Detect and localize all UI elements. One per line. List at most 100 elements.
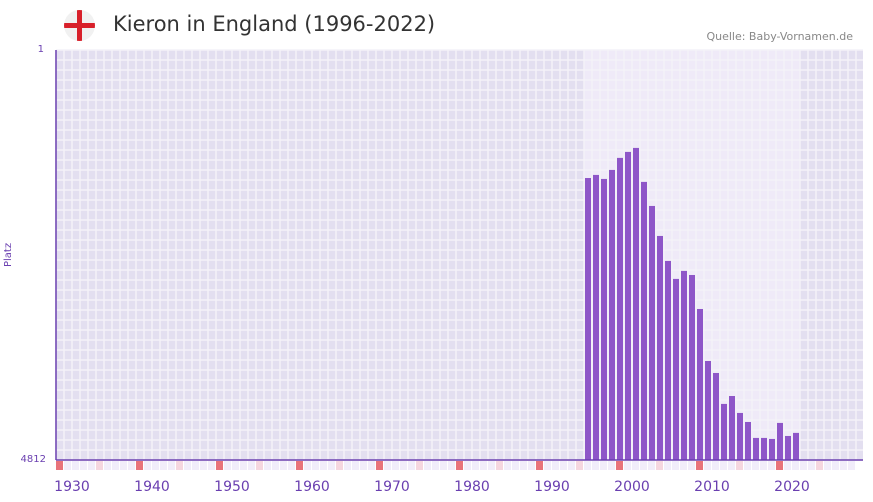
year-marker-1933 <box>80 461 87 470</box>
year-marker-2000 <box>616 461 623 470</box>
year-marker-2027 <box>832 461 839 470</box>
year-marker-1934 <box>88 461 95 470</box>
year-marker-1991 <box>544 461 551 470</box>
year-marker-1978 <box>440 461 447 470</box>
year-marker-2012 <box>712 461 719 470</box>
year-marker-1972 <box>392 461 399 470</box>
bar-2010 <box>697 308 703 460</box>
year-marker-1994 <box>568 461 575 470</box>
page-title: Kieron in England (1996-2022) <box>113 12 436 36</box>
x-tick-2000: 2000 <box>614 479 650 495</box>
x-tick-2020: 2020 <box>774 479 810 495</box>
year-marker-1949 <box>208 461 215 470</box>
bar-2006 <box>665 260 671 460</box>
year-marker-1997 <box>592 461 599 470</box>
year-marker-1937 <box>112 461 119 470</box>
year-marker-1962 <box>312 461 319 470</box>
bar-2022 <box>793 432 799 460</box>
source-credit: Quelle: Baby-Vornamen.de <box>706 30 853 43</box>
year-marker-2026 <box>824 461 831 470</box>
year-marker-1964 <box>328 461 335 470</box>
y-tick-bottom: 4812 <box>20 454 46 465</box>
year-marker-1953 <box>240 461 247 470</box>
year-marker-2010 <box>696 461 703 470</box>
year-marker-2013 <box>720 461 727 470</box>
bar-2003 <box>641 181 647 461</box>
year-marker-1976 <box>424 461 431 470</box>
year-marker-1980 <box>456 461 463 470</box>
bar-2019 <box>769 438 775 460</box>
year-marker-1956 <box>264 461 271 470</box>
bar-2005 <box>657 235 663 460</box>
year-marker-1955 <box>256 461 263 470</box>
year-marker-1992 <box>552 461 559 470</box>
year-marker-2004 <box>648 461 655 470</box>
year-marker-1969 <box>368 461 375 470</box>
year-marker-2005 <box>656 461 663 470</box>
year-marker-1946 <box>184 461 191 470</box>
year-marker-1987 <box>512 461 519 470</box>
year-marker-1954 <box>248 461 255 470</box>
bar-2016 <box>745 421 751 460</box>
bar-2017 <box>753 437 759 460</box>
year-marker-2007 <box>672 461 679 470</box>
x-tick-1970: 1970 <box>374 479 410 495</box>
year-marker-1935 <box>96 461 103 470</box>
bar-2007 <box>673 278 679 460</box>
year-marker-2016 <box>744 461 751 470</box>
year-marker-1984 <box>488 461 495 470</box>
year-marker-1942 <box>152 461 159 470</box>
year-marker-1945 <box>176 461 183 470</box>
year-marker-2001 <box>624 461 631 470</box>
bar-1997 <box>593 174 599 461</box>
x-tick-1950: 1950 <box>214 479 250 495</box>
year-marker-2028 <box>840 461 847 470</box>
year-marker-1957 <box>272 461 279 470</box>
year-marker-1963 <box>320 461 327 470</box>
bar-1999 <box>609 169 615 460</box>
year-marker-1993 <box>560 461 567 470</box>
year-marker-1983 <box>480 461 487 470</box>
year-marker-2019 <box>768 461 775 470</box>
bar-2020 <box>777 422 783 460</box>
year-marker-2017 <box>752 461 759 470</box>
year-marker-2011 <box>704 461 711 470</box>
year-marker-1973 <box>400 461 407 470</box>
year-marker-1988 <box>520 461 527 470</box>
year-marker-1982 <box>472 461 479 470</box>
year-marker-1990 <box>536 461 543 470</box>
year-marker-1996 <box>584 461 591 470</box>
england-flag-icon <box>64 10 95 41</box>
year-marker-1936 <box>104 461 111 470</box>
year-marker-1931 <box>64 461 71 470</box>
year-marker-2020 <box>776 461 783 470</box>
year-marker-1966 <box>344 461 351 470</box>
year-marker-2022 <box>792 461 799 470</box>
bar-2004 <box>649 205 655 460</box>
year-marker-2021 <box>784 461 791 470</box>
year-marker-1938 <box>120 461 127 470</box>
bar-2011 <box>705 360 711 460</box>
year-marker-1947 <box>192 461 199 470</box>
year-marker-1971 <box>384 461 391 470</box>
year-marker-1967 <box>352 461 359 470</box>
year-marker-1965 <box>336 461 343 470</box>
year-marker-2024 <box>808 461 815 470</box>
year-marker-1970 <box>376 461 383 470</box>
x-tick-1940: 1940 <box>134 479 170 495</box>
bar-2009 <box>689 274 695 460</box>
year-marker-1999 <box>608 461 615 470</box>
year-marker-1951 <box>224 461 231 470</box>
x-tick-1990: 1990 <box>534 479 570 495</box>
year-marker-1952 <box>232 461 239 470</box>
year-marker-1989 <box>528 461 535 470</box>
y-tick-top: 1 <box>37 44 44 55</box>
year-marker-2025 <box>816 461 823 470</box>
year-marker-1998 <box>600 461 607 470</box>
year-marker-2002 <box>632 461 639 470</box>
year-marker-1944 <box>168 461 175 470</box>
year-marker-2029 <box>848 461 855 470</box>
bar-2008 <box>681 270 687 460</box>
year-marker-1986 <box>504 461 511 470</box>
